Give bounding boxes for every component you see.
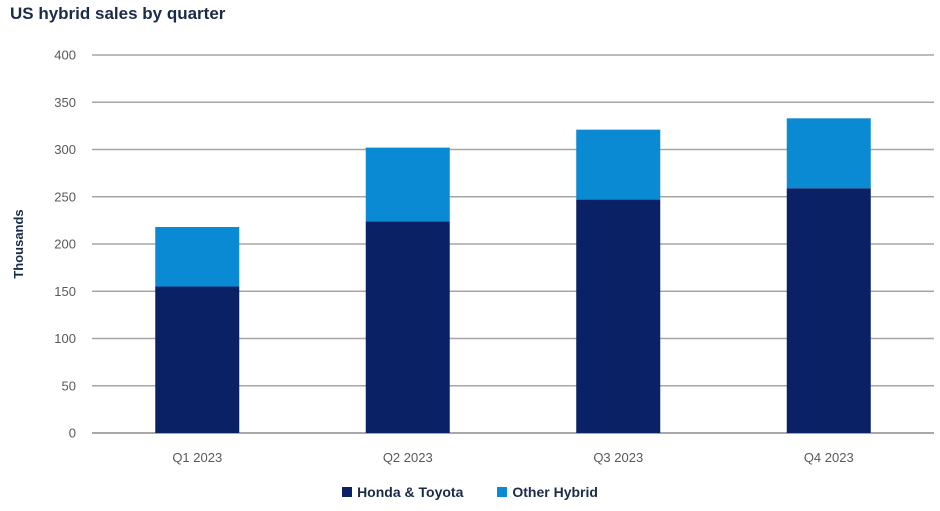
y-tick-label: 200 — [54, 237, 76, 252]
y-tick-label: 100 — [54, 331, 76, 346]
x-tick-label: Q4 2023 — [804, 450, 854, 465]
y-tick-label: 250 — [54, 189, 76, 204]
chart-title: US hybrid sales by quarter — [10, 4, 226, 23]
bar-segment-honda-toyota — [155, 286, 240, 433]
legend-swatch — [342, 487, 353, 497]
y-tick-label: 50 — [62, 378, 76, 393]
bar-segment-honda-toyota — [365, 221, 450, 433]
y-tick-label: 150 — [54, 284, 76, 299]
legend-label: Honda & Toyota — [357, 484, 464, 500]
bar-segment-other-hybrid — [155, 226, 240, 287]
legend-item-honda-toyota: Honda & Toyota — [342, 484, 463, 500]
bar-segment-other-hybrid — [786, 118, 871, 189]
y-tick-label: 0 — [69, 426, 76, 441]
x-tick-label: Q1 2023 — [172, 450, 222, 465]
bar-segment-honda-toyota — [576, 199, 661, 433]
legend-item-other-hybrid: Other Hybrid — [497, 484, 598, 500]
bar-segment-honda-toyota — [786, 188, 871, 433]
x-tick-label: Q3 2023 — [593, 450, 643, 465]
bar-segment-other-hybrid — [365, 147, 450, 222]
x-tick-labels: Q1 2023 Q2 2023 Q3 2023 Q4 2023 — [172, 450, 853, 465]
legend-label: Other Hybrid — [512, 484, 598, 500]
bar-segment-other-hybrid — [576, 129, 661, 200]
y-axis-label: Thousands — [11, 209, 26, 278]
y-tick-label: 350 — [54, 95, 76, 110]
x-tick-label: Q2 2023 — [383, 450, 433, 465]
bars — [155, 118, 871, 433]
legend: Honda & Toyota Other Hybrid — [0, 484, 940, 500]
y-tick-label: 400 — [54, 48, 76, 63]
legend-swatch — [497, 487, 508, 497]
y-tick-labels: 0 50 100 150 200 250 300 350 400 — [54, 48, 76, 441]
y-tick-label: 300 — [54, 142, 76, 157]
